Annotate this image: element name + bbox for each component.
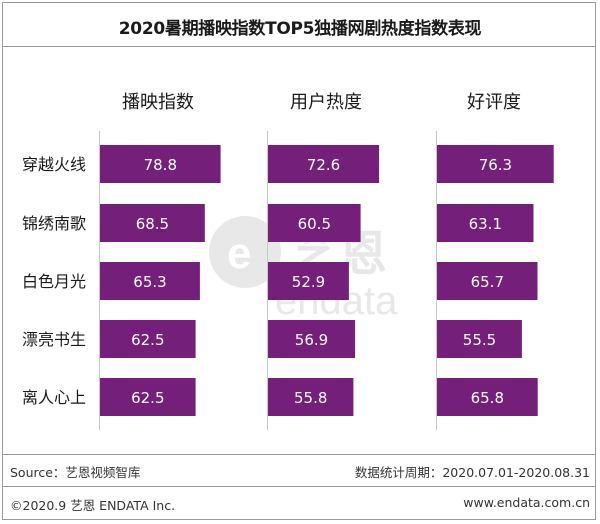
data-label: 65.7 xyxy=(471,273,504,291)
category-label: 锦绣南歌 xyxy=(22,214,86,233)
bar xyxy=(268,145,380,183)
copyright-label: ©2020.9 艺恩 ENDATA Inc. xyxy=(10,498,176,513)
category-label: 离人心上 xyxy=(22,388,86,407)
column-header-user-heat: 用户热度 xyxy=(290,92,362,113)
footer-divider-top xyxy=(2,454,596,455)
svg-text:e: e xyxy=(227,229,251,278)
footer-divider-bottom xyxy=(2,486,596,487)
category-label: 漂亮书生 xyxy=(22,330,86,349)
data-label: 72.6 xyxy=(307,156,340,174)
title-divider xyxy=(2,46,596,47)
category-label: 白色月光 xyxy=(22,272,86,291)
bar xyxy=(268,378,354,416)
data-label: 56.9 xyxy=(295,331,328,349)
bar xyxy=(268,262,349,300)
bar xyxy=(437,378,538,416)
bar xyxy=(437,145,554,183)
data-label: 55.5 xyxy=(463,331,496,349)
bar xyxy=(268,320,356,358)
bar xyxy=(100,145,221,183)
data-label: 65.8 xyxy=(471,389,504,407)
bar xyxy=(100,204,205,242)
data-period-label: 数据统计周期：2020.07.01-2020.08.31 xyxy=(354,465,590,480)
data-label: 52.9 xyxy=(292,273,325,291)
source-label: Source：艺恩视频智库 xyxy=(10,465,141,480)
data-label: 76.3 xyxy=(479,156,512,174)
website-label: www.endata.com.cn xyxy=(463,495,590,510)
bar xyxy=(437,320,522,358)
data-label: 55.8 xyxy=(294,389,327,407)
chart-frame xyxy=(2,2,596,520)
bar xyxy=(268,204,361,242)
data-label: 78.8 xyxy=(144,156,177,174)
data-label: 62.5 xyxy=(131,389,164,407)
data-label: 65.3 xyxy=(133,273,166,291)
watermark-logo-icon xyxy=(209,216,281,288)
column-header-broadcast-index: 播映指数 xyxy=(122,92,194,113)
chart-title: 2020暑期播映指数TOP5独播网剧热度指数表现 xyxy=(118,19,482,39)
bar xyxy=(100,378,196,416)
category-label: 穿越火线 xyxy=(22,155,86,174)
column-header-rating: 好评度 xyxy=(467,92,521,113)
bar xyxy=(437,262,538,300)
data-label: 60.5 xyxy=(298,215,331,233)
bar xyxy=(437,204,534,242)
data-label: 63.1 xyxy=(469,215,502,233)
bar xyxy=(100,320,196,358)
bar xyxy=(100,262,200,300)
data-label: 68.5 xyxy=(136,215,169,233)
data-label: 62.5 xyxy=(131,331,164,349)
